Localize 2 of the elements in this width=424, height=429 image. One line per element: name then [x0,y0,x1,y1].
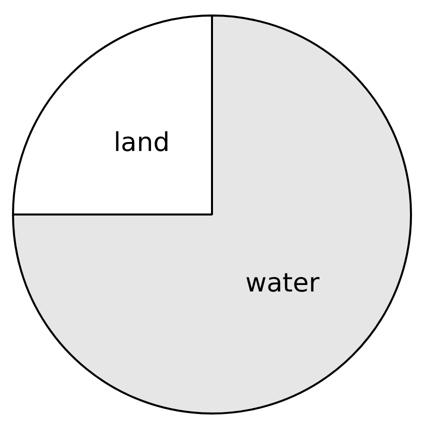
slice-label: land [114,128,170,158]
slice-label: water [245,268,320,299]
